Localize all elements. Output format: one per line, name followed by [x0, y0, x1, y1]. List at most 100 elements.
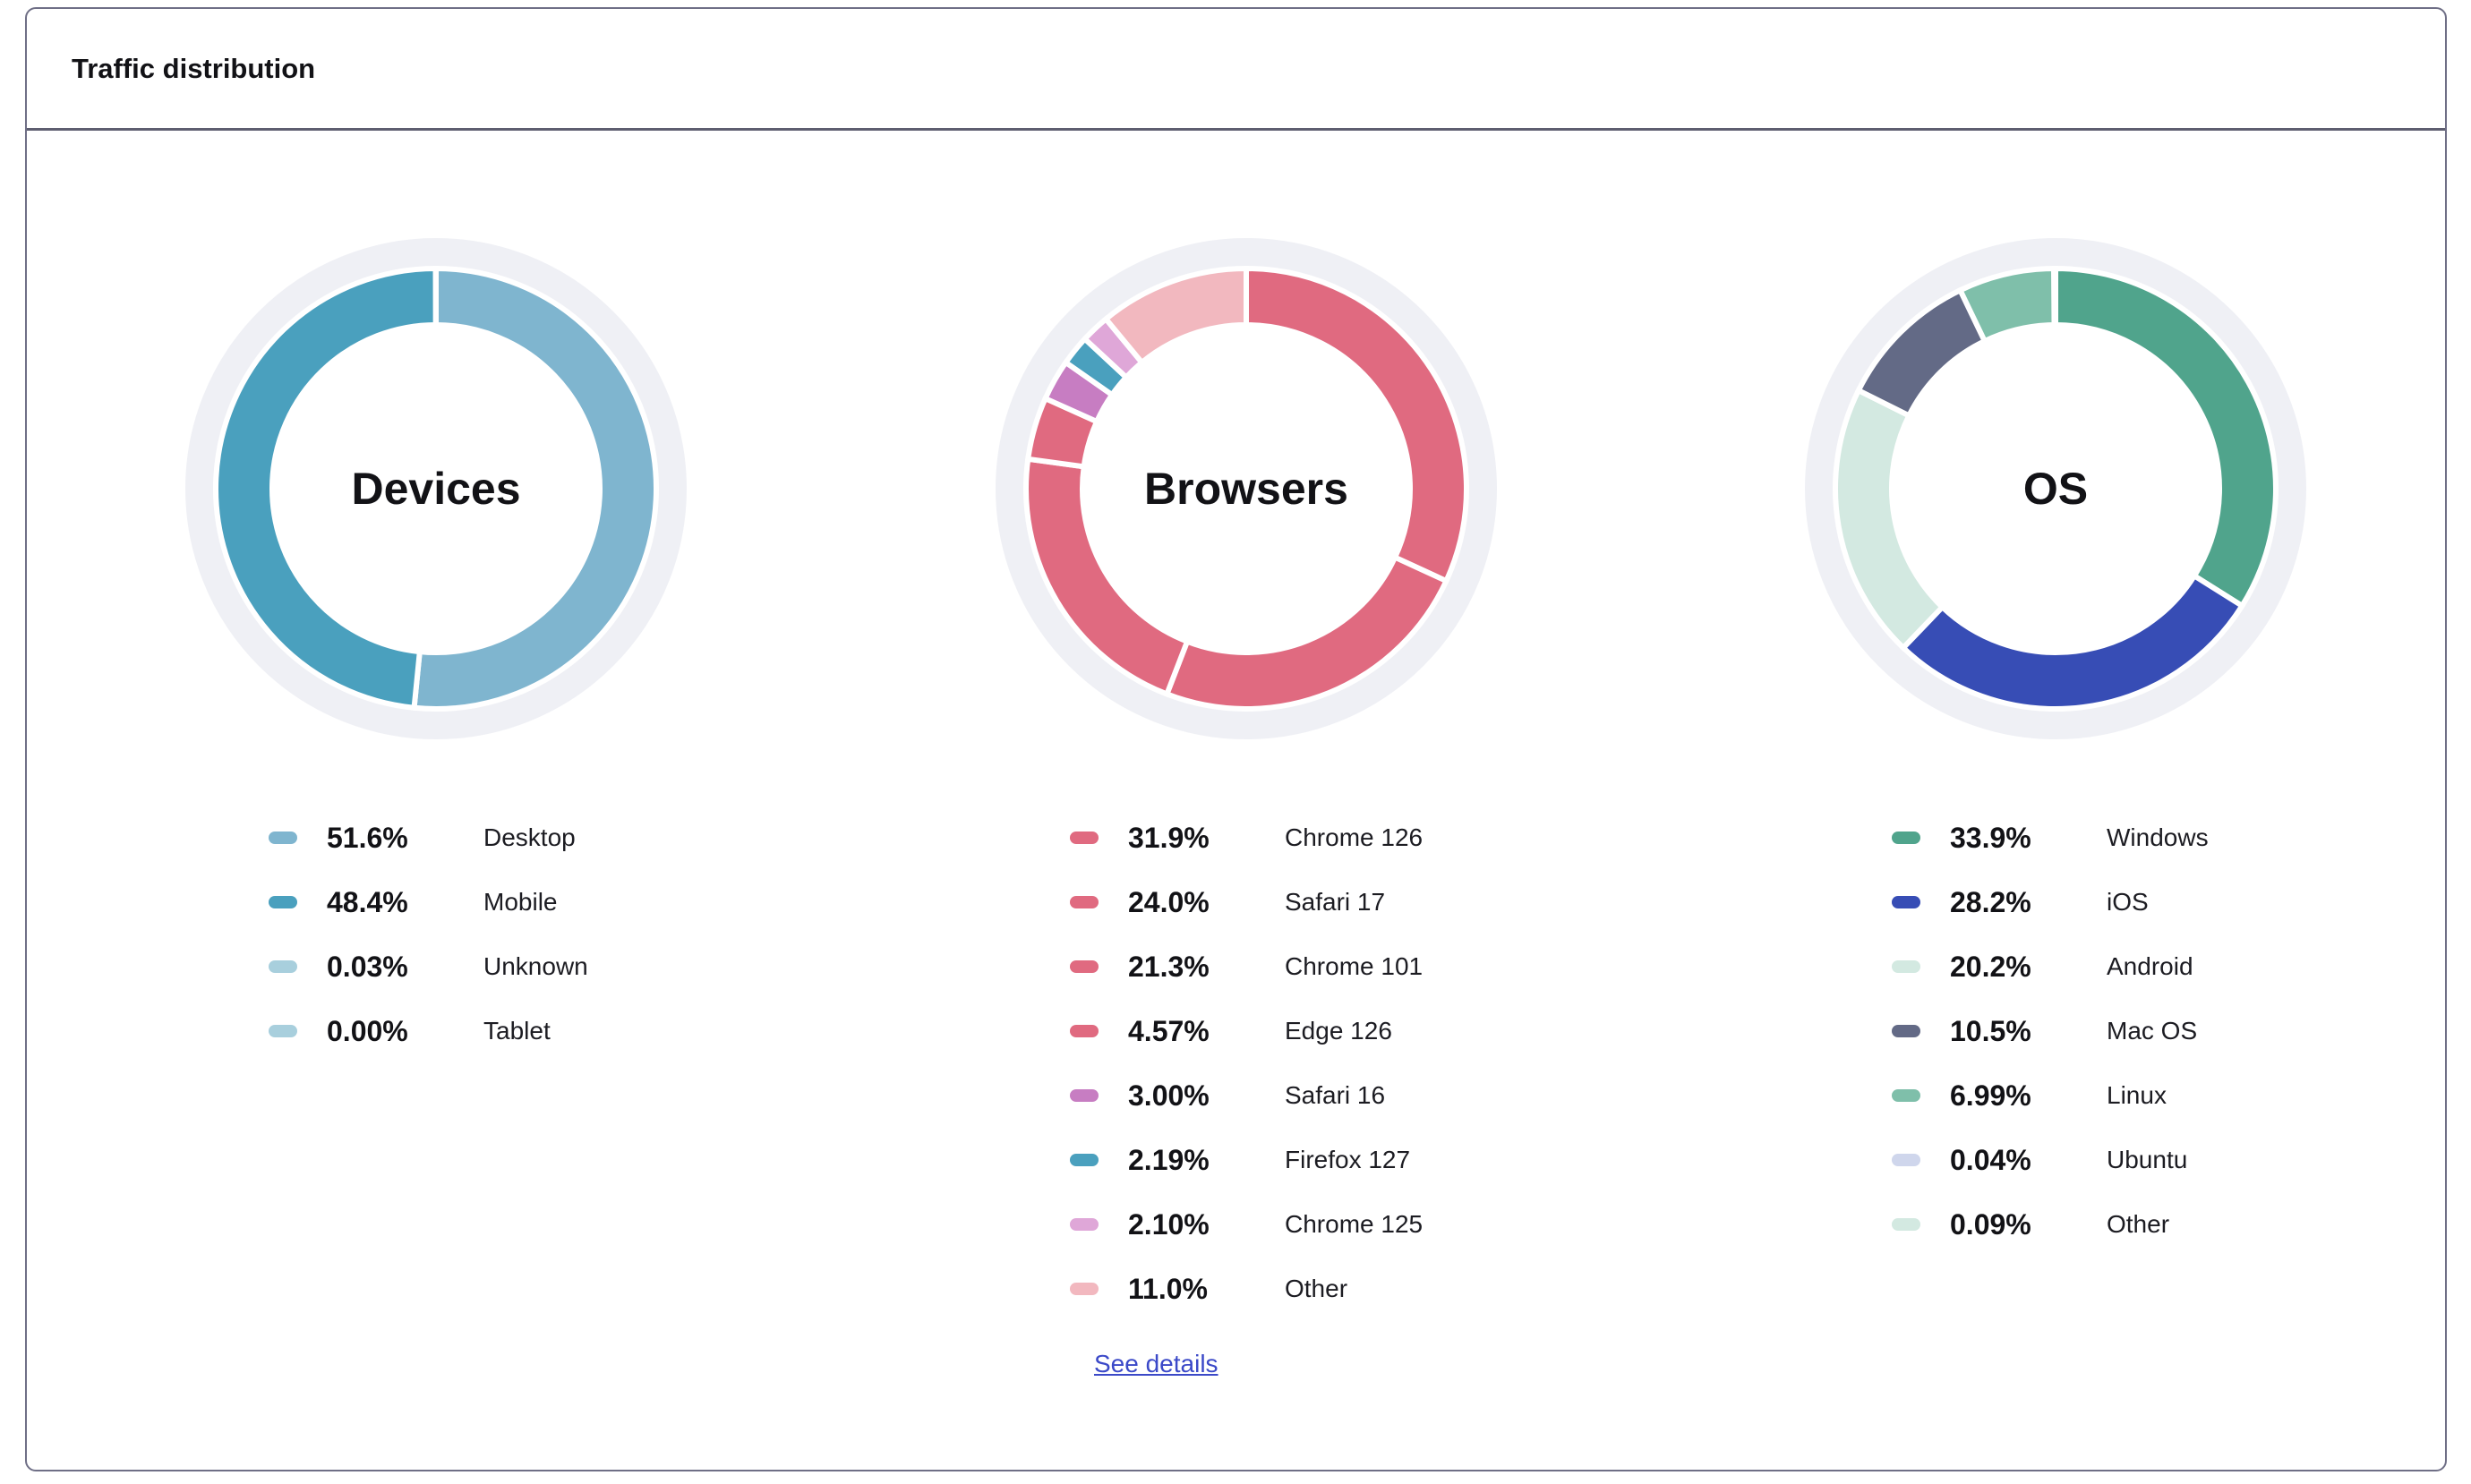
legend-label: Chrome 126: [1285, 823, 1424, 851]
legend-item: 24.0% Safari 17: [1070, 886, 1535, 952]
donut-segment[interactable]: [1102, 265, 1249, 367]
legend-item: 11.0% Other: [1070, 1273, 1535, 1339]
legend-swatch: [269, 1025, 297, 1037]
legend-value: 3.00%: [1128, 1079, 1210, 1112]
legend-item: 2.10% Chrome 125: [1070, 1208, 1535, 1275]
legend-value: 33.9%: [1950, 822, 2031, 854]
donut-segment[interactable]: [1899, 572, 2246, 712]
donut-segment[interactable]: [411, 265, 659, 712]
legend-label: iOS: [2107, 888, 2149, 916]
browsers-legend: 31.9% Chrome 126 24.0% Safari 17 21.3% Chrome…: [1070, 822, 1535, 1339]
legend-item: 4.57% Edge 126: [1070, 1015, 1535, 1081]
legend-swatch: [1070, 960, 1099, 973]
legend-item: 6.99% Linux: [1892, 1079, 2357, 1146]
browsers-donut-svg: [996, 238, 1497, 739]
legend-value: 2.10%: [1128, 1208, 1210, 1241]
legend-item: 48.4% Mobile: [269, 886, 734, 952]
donut-segment[interactable]: [1244, 265, 1469, 585]
legend-label: Safari 17: [1285, 888, 1386, 916]
donut-track: [996, 238, 1497, 739]
legend-swatch: [269, 832, 297, 844]
legend-label: Tablet: [483, 1017, 551, 1045]
legend-swatch: [1892, 832, 1920, 844]
legend-label: Unknown: [483, 952, 588, 980]
legend-value: 11.0%: [1128, 1273, 1208, 1305]
legend-item: 33.9% Windows: [1892, 822, 2357, 888]
legend-label: Edge 126: [1285, 1017, 1392, 1045]
legend-label: Chrome 125: [1285, 1210, 1424, 1238]
legend-swatch: [1070, 832, 1099, 844]
devices-donut-title: Devices: [351, 464, 521, 514]
traffic-distribution-card: Traffic distribution Devices Browsers OS…: [25, 7, 2447, 1471]
card-title: Traffic distribution: [72, 52, 316, 84]
legend-swatch: [269, 960, 297, 973]
devices-donut-svg: [185, 238, 687, 739]
devices-donut-chart: Devices: [185, 238, 687, 739]
legend-label: Mobile: [483, 888, 558, 916]
legend-item: 10.5% Mac OS: [1892, 1015, 2357, 1081]
legend-swatch: [1892, 960, 1920, 973]
legend-value: 4.57%: [1128, 1015, 1210, 1047]
legend-label: Desktop: [483, 823, 576, 851]
legend-label: Other: [2107, 1210, 2170, 1238]
legend-item: 3.00% Safari 16: [1070, 1079, 1535, 1146]
legend-label: Linux: [2107, 1081, 2167, 1109]
legend-value: 24.0%: [1128, 886, 1210, 918]
legend-label: Safari 16: [1285, 1081, 1386, 1109]
legend-item: 21.3% Chrome 101: [1070, 951, 1535, 1017]
browsers-donut-chart: Browsers: [996, 238, 1497, 739]
legend-item: 0.09% Other: [1892, 1208, 2357, 1275]
os-donut-chart: OS: [1805, 238, 2306, 739]
donut-segment[interactable]: [213, 265, 439, 712]
legend-swatch: [1892, 1025, 1920, 1037]
legend-item: 20.2% Android: [1892, 951, 2357, 1017]
legend-swatch: [1070, 896, 1099, 908]
legend-item: 31.9% Chrome 126: [1070, 822, 1535, 888]
legend-label: Chrome 101: [1285, 952, 1424, 980]
legend-value: 31.9%: [1128, 822, 1210, 854]
legend-value: 51.6%: [327, 822, 408, 854]
legend-item: 2.19% Firefox 127: [1070, 1144, 1535, 1210]
legend-swatch: [1070, 1283, 1099, 1295]
legend-swatch: [1892, 1218, 1920, 1231]
donut-track: [185, 238, 687, 739]
legend-label: Android: [2107, 952, 2193, 980]
donut-segment[interactable]: [2053, 265, 2279, 610]
legend-item: 0.03% Unknown: [269, 951, 734, 1017]
card-header: Traffic distribution: [27, 9, 2445, 131]
legend-value: 20.2%: [1950, 951, 2031, 983]
see-details-link[interactable]: See details: [1094, 1350, 1218, 1377]
legend-item: 0.00% Tablet: [269, 1015, 734, 1081]
os-donut-svg: [1805, 238, 2306, 739]
donut-segment[interactable]: [2051, 265, 2058, 328]
legend-swatch: [269, 896, 297, 908]
legend-swatch: [1070, 1218, 1099, 1231]
legend-label: Other: [1285, 1275, 1348, 1302]
legend-value: 0.00%: [327, 1015, 408, 1047]
legend-label: Ubuntu: [2107, 1146, 2188, 1173]
legend-item: 0.04% Ubuntu: [1892, 1144, 2357, 1210]
legend-value: 28.2%: [1950, 886, 2031, 918]
legend-value: 0.03%: [327, 951, 408, 983]
donut-track: [1805, 238, 2306, 739]
os-donut-title: OS: [2022, 464, 2089, 514]
legend-swatch: [1070, 1089, 1099, 1102]
legend-value: 6.99%: [1950, 1079, 2031, 1112]
legend-value: 0.09%: [1950, 1208, 2031, 1241]
legend-swatch: [1892, 1089, 1920, 1102]
legend-label: Firefox 127: [1285, 1146, 1411, 1173]
browsers-donut-title: Browsers: [1144, 464, 1348, 514]
legend-value: 10.5%: [1950, 1015, 2031, 1047]
legend-swatch: [1070, 1025, 1099, 1037]
legend-label: Mac OS: [2107, 1017, 2198, 1045]
legend-value: 21.3%: [1128, 951, 1210, 983]
devices-legend: 51.6% Desktop 48.4% Mobile 0.03% Unknown 0.00%…: [269, 822, 734, 1081]
legend-label: Windows: [2107, 823, 2209, 851]
legend-swatch: [1892, 1154, 1920, 1166]
legend-swatch: [1892, 896, 1920, 908]
legend-value: 0.04%: [1950, 1144, 2031, 1176]
legend-item: 51.6% Desktop: [269, 822, 734, 888]
legend-value: 2.19%: [1128, 1144, 1210, 1176]
legend-swatch: [1070, 1154, 1099, 1166]
legend-value: 48.4%: [327, 886, 408, 918]
